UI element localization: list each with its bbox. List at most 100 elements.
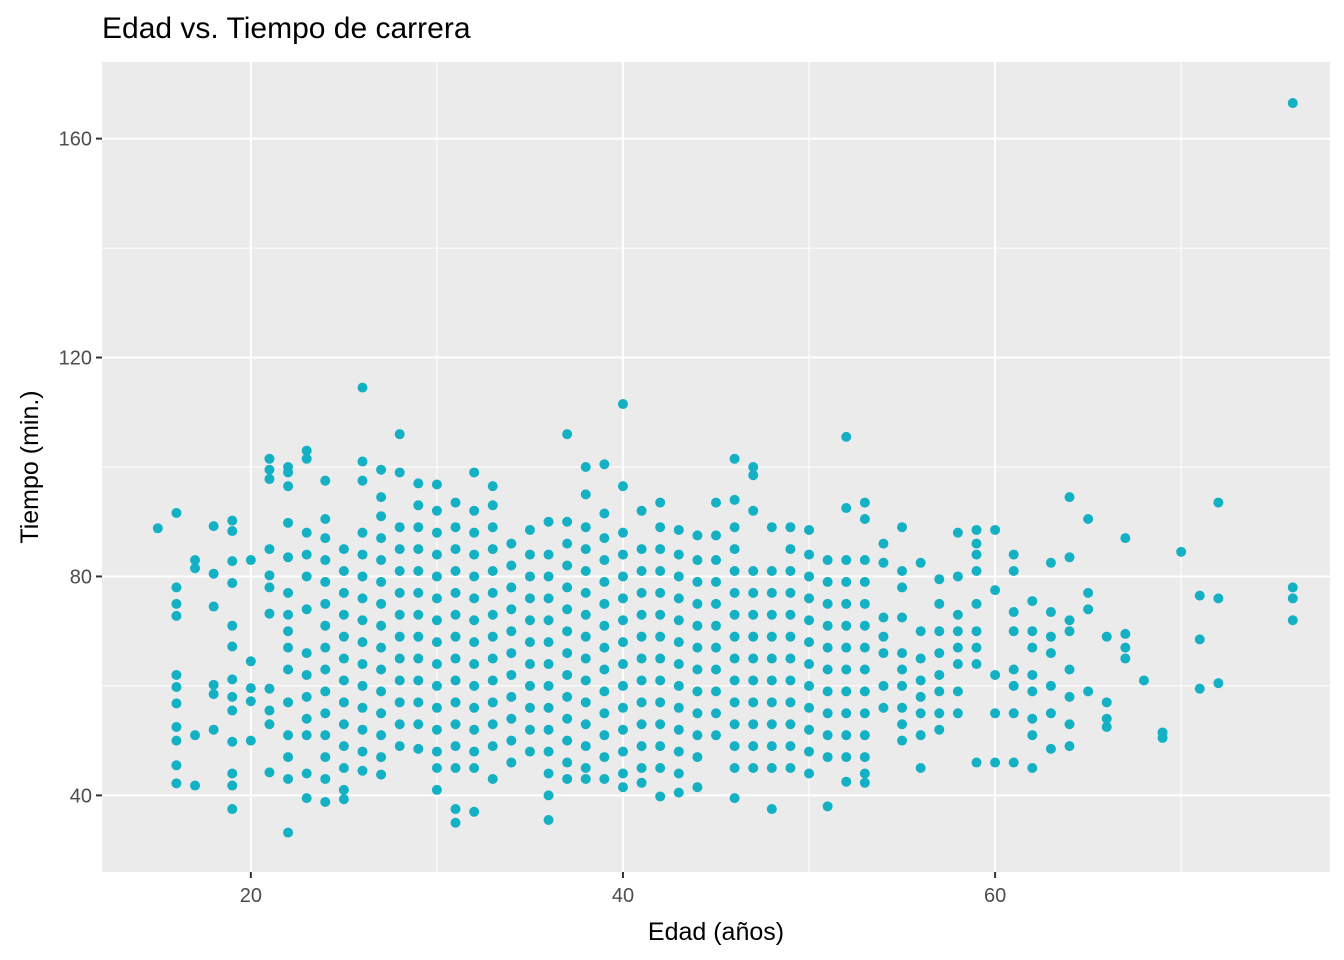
scatter-point bbox=[1083, 686, 1094, 697]
scatter-point bbox=[1027, 669, 1038, 680]
scatter-point bbox=[599, 642, 610, 653]
scatter-point bbox=[580, 609, 591, 620]
scatter-point bbox=[338, 784, 349, 795]
scatter-point bbox=[524, 702, 535, 713]
scatter-point bbox=[487, 500, 498, 511]
scatter-point bbox=[748, 565, 759, 576]
scatter-point bbox=[562, 713, 573, 724]
scatter-point bbox=[562, 538, 573, 549]
scatter-point bbox=[878, 702, 889, 713]
scatter-point bbox=[376, 511, 387, 522]
scatter-point bbox=[450, 817, 461, 828]
scatter-point bbox=[766, 587, 777, 598]
scatter-point bbox=[766, 653, 777, 664]
scatter-point bbox=[487, 773, 498, 784]
scatter-point bbox=[431, 549, 442, 560]
scatter-point bbox=[748, 505, 759, 516]
scatter-point bbox=[655, 522, 666, 533]
scatter-point bbox=[599, 730, 610, 741]
scatter-point bbox=[320, 598, 331, 609]
scatter-point bbox=[655, 587, 666, 598]
scatter-point bbox=[785, 544, 796, 555]
scatter-point bbox=[543, 637, 554, 648]
scatter-point bbox=[562, 560, 573, 571]
scatter-point bbox=[822, 598, 833, 609]
scatter-point bbox=[1287, 582, 1298, 593]
scatter-point bbox=[971, 659, 982, 670]
scatter-point bbox=[990, 669, 1001, 680]
scatter-point bbox=[822, 708, 833, 719]
scatter-point bbox=[617, 481, 628, 492]
scatter-point bbox=[897, 719, 908, 730]
x-axis-title: Edad (años) bbox=[648, 918, 784, 946]
scatter-point bbox=[413, 631, 424, 642]
scatter-point bbox=[711, 708, 721, 719]
scatter-point bbox=[692, 620, 703, 631]
scatter-point bbox=[1120, 642, 1131, 653]
scatter-point bbox=[859, 642, 870, 653]
scatter-point bbox=[841, 752, 852, 763]
scatter-point bbox=[822, 686, 833, 697]
scatter-point bbox=[655, 675, 666, 686]
scatter-point bbox=[859, 664, 870, 675]
scatter-point bbox=[804, 615, 815, 626]
scatter-point bbox=[394, 565, 405, 576]
scatter-point bbox=[469, 806, 480, 817]
scatter-point bbox=[1120, 628, 1131, 639]
scatter-point bbox=[431, 746, 442, 757]
scatter-point bbox=[264, 544, 275, 555]
scatter-point bbox=[562, 582, 573, 593]
scatter-point bbox=[487, 631, 498, 642]
scatter-point bbox=[357, 571, 368, 582]
scatter-point bbox=[245, 735, 256, 746]
scatter-point bbox=[636, 719, 647, 730]
scatter-point bbox=[1027, 626, 1038, 637]
scatter-point bbox=[971, 757, 982, 768]
scatter-point bbox=[841, 576, 852, 587]
scatter-point bbox=[673, 746, 684, 757]
scatter-point bbox=[599, 752, 610, 763]
y-tick-label: 160 bbox=[59, 129, 92, 151]
scatter-point bbox=[785, 522, 796, 533]
scatter-point bbox=[617, 593, 628, 604]
scatter-point bbox=[431, 593, 442, 604]
scatter-point bbox=[841, 664, 852, 675]
scatter-point bbox=[729, 587, 740, 598]
scatter-point bbox=[1008, 708, 1019, 719]
scatter-point bbox=[729, 565, 740, 576]
scatter-point bbox=[841, 686, 852, 697]
scatter-point bbox=[1064, 719, 1075, 730]
x-tick-label: 60 bbox=[984, 885, 1006, 907]
scatter-point bbox=[357, 593, 368, 604]
scatter-point bbox=[878, 631, 889, 642]
scatter-point bbox=[599, 773, 610, 784]
scatter-point bbox=[543, 702, 554, 713]
scatter-point bbox=[413, 500, 424, 511]
scatter-point bbox=[711, 497, 721, 508]
scatter-point bbox=[376, 686, 387, 697]
scatter-point bbox=[952, 642, 963, 653]
scatter-point bbox=[673, 724, 684, 735]
scatter-point bbox=[301, 445, 312, 456]
x-tick-label: 20 bbox=[240, 885, 262, 907]
scatter-point bbox=[320, 642, 331, 653]
scatter-point bbox=[227, 736, 238, 747]
scatter-point bbox=[487, 675, 498, 686]
scatter-point bbox=[376, 576, 387, 587]
scatter-point bbox=[1138, 675, 1149, 686]
scatter-point bbox=[804, 659, 815, 670]
scatter-point bbox=[320, 513, 331, 524]
scatter-point bbox=[934, 648, 945, 659]
scatter-point bbox=[822, 555, 833, 566]
scatter-point bbox=[673, 659, 684, 670]
scatter-point bbox=[729, 522, 740, 533]
scatter-point bbox=[208, 679, 219, 690]
scatter-point bbox=[766, 719, 777, 730]
scatter-point bbox=[934, 669, 945, 680]
scatter-point bbox=[841, 431, 852, 442]
scatter-point bbox=[804, 680, 815, 691]
scatter-point bbox=[599, 664, 610, 675]
scatter-point bbox=[338, 565, 349, 576]
scatter-point bbox=[952, 708, 963, 719]
scatter-point bbox=[320, 752, 331, 763]
